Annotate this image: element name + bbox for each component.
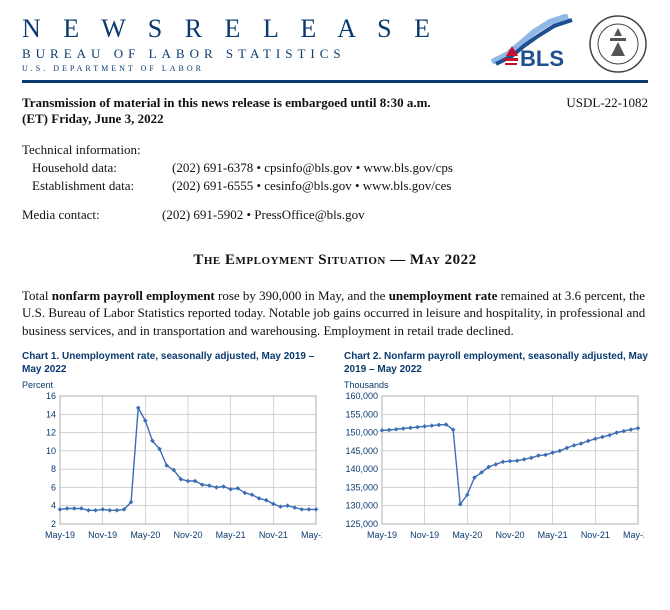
- lede-b: nonfarm payroll employment: [52, 288, 215, 303]
- media-label: Media contact:: [22, 206, 162, 224]
- svg-text:Nov-19: Nov-19: [410, 530, 439, 540]
- svg-text:160,000: 160,000: [345, 392, 378, 401]
- svg-text:May-21: May-21: [538, 530, 568, 540]
- svg-text:May-19: May-19: [367, 530, 397, 540]
- news-release-heading: N E W S R E L E A S E: [22, 14, 480, 44]
- svg-text:150,000: 150,000: [345, 428, 378, 438]
- svg-text:145,000: 145,000: [345, 446, 378, 456]
- svg-text:2: 2: [51, 519, 56, 529]
- svg-text:10: 10: [46, 446, 56, 456]
- lede-c: rose by 390,000 in May, and the: [215, 288, 389, 303]
- svg-text:BLS: BLS: [520, 46, 564, 71]
- svg-text:May-22: May-22: [301, 530, 322, 540]
- svg-text:6: 6: [51, 483, 56, 493]
- svg-text:16: 16: [46, 392, 56, 401]
- svg-text:May-20: May-20: [452, 530, 482, 540]
- chart-1: Chart 1. Unemployment rate, seasonally a…: [22, 351, 326, 547]
- bureau-line: Bureau of Labor Statistics: [22, 46, 480, 62]
- household-label: Household data:: [22, 159, 172, 177]
- technical-info-block: Technical information: Household data: (…: [22, 141, 648, 224]
- header-rule: [22, 80, 648, 83]
- technical-heading: Technical information:: [22, 141, 648, 159]
- svg-text:May-19: May-19: [45, 530, 75, 540]
- media-value: (202) 691-5902 • PressOffice@bls.gov: [162, 206, 365, 224]
- svg-text:Nov-21: Nov-21: [581, 530, 610, 540]
- svg-text:May-21: May-21: [216, 530, 246, 540]
- svg-text:130,000: 130,000: [345, 501, 378, 511]
- chart-1-svg: 2 4 6 8 10 12 14 16 May-19 Nov-19 May-20 Nov-20 May-…: [22, 392, 322, 542]
- chart-1-unit: Percent: [22, 380, 326, 390]
- svg-text:14: 14: [46, 410, 56, 420]
- svg-text:8: 8: [51, 465, 56, 475]
- svg-text:Nov-19: Nov-19: [88, 530, 117, 540]
- svg-text:Nov-21: Nov-21: [259, 530, 288, 540]
- chart-1-title: Chart 1. Unemployment rate, seasonally a…: [22, 351, 326, 376]
- establishment-label: Establishment data:: [22, 177, 172, 195]
- svg-text:12: 12: [46, 428, 56, 438]
- dol-seal-icon: [588, 14, 648, 74]
- lede-a: Total: [22, 288, 52, 303]
- household-value: (202) 691-6378 • cpsinfo@bls.gov • www.b…: [172, 159, 453, 177]
- svg-text:Nov-20: Nov-20: [173, 530, 202, 540]
- svg-text:135,000: 135,000: [345, 483, 378, 493]
- svg-text:May-22: May-22: [623, 530, 644, 540]
- lede-paragraph: Total nonfarm payroll employment rose by…: [22, 287, 648, 340]
- chart-2-title: Chart 2. Nonfarm payroll employment, sea…: [344, 351, 648, 376]
- chart-2-svg: 125,000 130,000 135,000 140,000 145,000 150,0…: [344, 392, 644, 542]
- lede-d: unemployment rate: [389, 288, 498, 303]
- svg-text:4: 4: [51, 501, 56, 511]
- svg-text:155,000: 155,000: [345, 410, 378, 420]
- chart-2: Chart 2. Nonfarm payroll employment, sea…: [344, 351, 648, 547]
- svg-text:140,000: 140,000: [345, 465, 378, 475]
- bls-logo-icon: BLS: [490, 14, 578, 72]
- establishment-value: (202) 691-6555 • cesinfo@bls.gov • www.b…: [172, 177, 451, 195]
- svg-text:Nov-20: Nov-20: [495, 530, 524, 540]
- svg-text:125,000: 125,000: [345, 519, 378, 529]
- embargo-notice: Transmission of material in this news re…: [22, 95, 442, 127]
- document-title: The Employment Situation — May 2022: [22, 252, 648, 269]
- dept-line: U.S. Department of Labor: [22, 64, 480, 73]
- header: N E W S R E L E A S E Bureau of Labor St…: [22, 14, 648, 74]
- usdl-number: USDL-22-1082: [566, 95, 648, 127]
- svg-text:May-20: May-20: [130, 530, 160, 540]
- chart-2-unit: Thousands: [344, 380, 648, 390]
